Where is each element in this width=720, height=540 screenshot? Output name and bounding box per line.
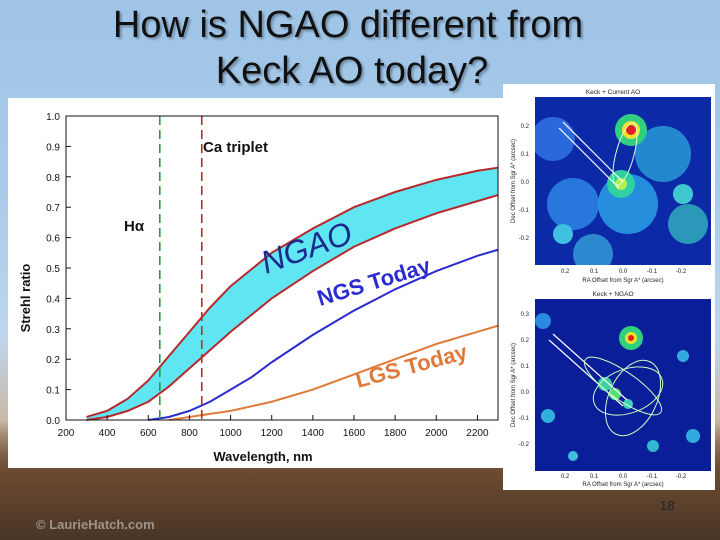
x-tick-label: 400 xyxy=(99,428,116,439)
image-top-title: Keck + Current AO xyxy=(586,89,640,96)
ngs-today-label: NGS Today xyxy=(314,252,434,310)
slide-title-line1: How is NGAO different from xyxy=(112,4,584,46)
image-top-xtick: -0.1 xyxy=(647,269,658,275)
x-tick-label: 2200 xyxy=(466,428,489,439)
y-tick-label: 0.0 xyxy=(46,416,60,427)
y-tick-label: 0.7 xyxy=(46,203,60,214)
image-bottom-ytick: 0.1 xyxy=(521,364,530,370)
strehl-chart: 0.0 0.1 0.2 0.3 0.4 0.5 0.6 0.7 0.8 0.9 1.0 200 400 6… xyxy=(8,98,508,468)
image-top-ytick: 0.0 xyxy=(521,180,530,186)
y-tick-label: 0.4 xyxy=(46,294,60,305)
series-line-3 xyxy=(168,324,499,421)
image-top-ytick: 0.1 xyxy=(521,152,530,158)
x-axis-label: Wavelength, nm xyxy=(213,449,312,464)
strehl-chart-svg: 0.0 0.1 0.2 0.3 0.4 0.5 0.6 0.7 0.8 0.9 1.0 200 400 6… xyxy=(18,112,499,464)
image-bottom-title: Keck + NGAO xyxy=(593,291,634,298)
image-bottom-xtick: 0.2 xyxy=(561,474,570,480)
slide-title-line2: Keck AO today? xyxy=(215,50,489,92)
image-panel-ngao: Keck + NGAO 0.3 0.2 0.1 0.0 xyxy=(503,286,715,490)
image-bottom-xtick: -0.1 xyxy=(647,474,658,480)
image-bottom-heatmap xyxy=(535,299,711,471)
image-bottom-xlabel: RA Offset from Sgr A* (arcsec) xyxy=(582,482,663,488)
x-tick-label: 1000 xyxy=(219,428,242,439)
image-top-ytick: -0.1 xyxy=(519,208,530,214)
image-bottom-ytick: -0.2 xyxy=(519,442,530,448)
x-tick-label: 1600 xyxy=(343,428,366,439)
y-tick-label: 0.1 xyxy=(46,386,60,397)
y-tick-label: 0.9 xyxy=(46,142,60,153)
y-tick-label: 0.8 xyxy=(46,173,60,184)
image-top-ylabel: Dec Offset from Sgr A* (arcsec) xyxy=(511,139,517,223)
series-line-2 xyxy=(148,248,499,421)
x-tick-label: 1400 xyxy=(302,428,325,439)
x-tick-label: 200 xyxy=(58,428,75,439)
y-axis-label: Strehl ratio xyxy=(18,264,33,333)
y-tick-label: 0.6 xyxy=(46,234,60,245)
y-tick-label: 0.2 xyxy=(46,355,60,366)
image-top-xlabel: RA Offset from Sgr A* (arcsec) xyxy=(582,278,663,284)
y-tick-label: 1.0 xyxy=(46,112,60,123)
image-top-ytick: -0.2 xyxy=(519,236,530,242)
image-ngao-svg: Keck + NGAO 0.3 0.2 0.1 0.0 xyxy=(511,291,711,488)
x-tick-label: 600 xyxy=(140,428,157,439)
image-bottom-ylabel: Dec Offset from Sgr A* (arcsec) xyxy=(511,343,517,427)
series-line-1 xyxy=(86,194,499,421)
image-bottom-ytick: 0.2 xyxy=(521,338,530,344)
image-panel-current-ao: Keck + Current AO 0.2 0.1 0.0 -0.1 xyxy=(503,84,715,286)
image-top-xtick: 0.1 xyxy=(590,269,599,275)
image-bottom-xtick: 0.0 xyxy=(619,474,628,480)
ca-triplet-label: Ca triplet xyxy=(203,139,268,156)
image-top-xtick: 0.0 xyxy=(619,269,628,275)
image-bottom-ytick: 0.3 xyxy=(521,312,530,318)
image-top-xtick: -0.2 xyxy=(676,269,687,275)
halpha-label: Hα xyxy=(124,218,145,235)
image-bottom-xtick: -0.2 xyxy=(676,474,687,480)
image-top-xtick: 0.2 xyxy=(561,269,570,275)
image-top-ytick: 0.2 xyxy=(521,124,530,130)
image-bottom-ytick: 0.0 xyxy=(521,390,530,396)
ngao-band xyxy=(86,167,499,420)
x-tick-label: 800 xyxy=(181,428,198,439)
lgs-today-label: LGS Today xyxy=(353,339,471,393)
page-number: 18 xyxy=(660,498,675,513)
photo-watermark: © LaurieHatch.com xyxy=(36,517,155,532)
x-tick-label: 1200 xyxy=(261,428,284,439)
x-tick-label: 2000 xyxy=(425,428,448,439)
y-tick-label: 0.3 xyxy=(46,325,60,336)
image-bottom-xtick: 0.1 xyxy=(590,474,599,480)
series-line-0 xyxy=(86,166,499,418)
x-tick-label: 1800 xyxy=(384,428,407,439)
image-current-ao-svg: Keck + Current AO 0.2 0.1 0.0 -0.1 xyxy=(511,89,711,284)
y-tick-label: 0.5 xyxy=(46,264,60,275)
image-bottom-ytick: -0.1 xyxy=(519,416,530,422)
